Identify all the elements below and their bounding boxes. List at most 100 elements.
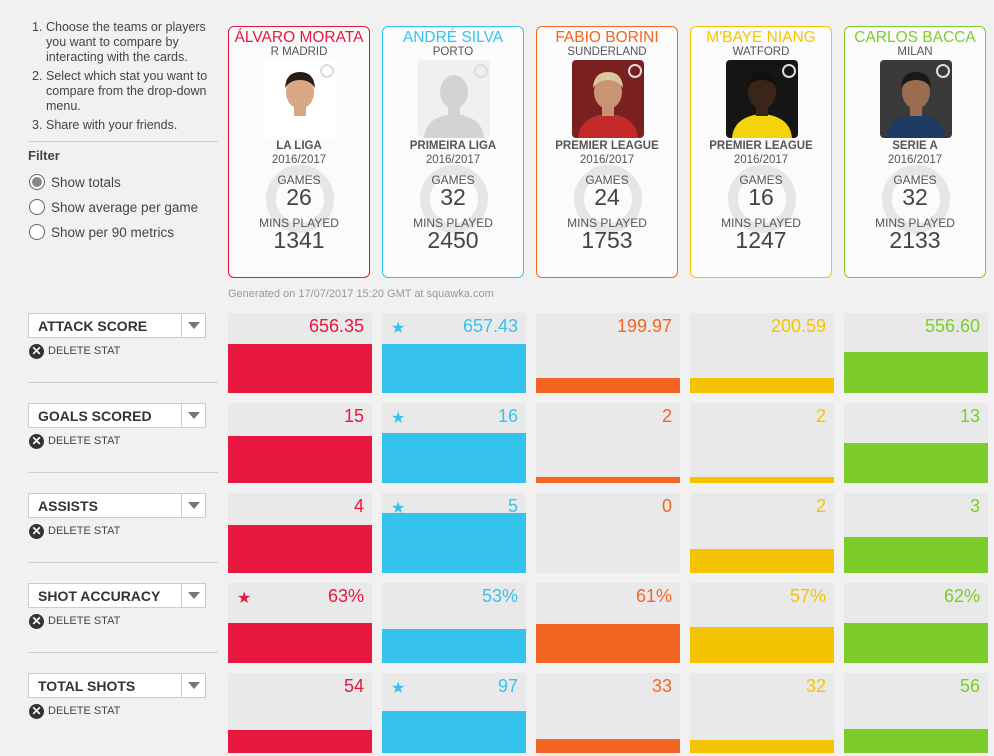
mins-label: MINS PLAYED <box>413 216 493 230</box>
dropdown-toggle[interactable] <box>181 674 205 697</box>
stat-bar <box>844 537 988 573</box>
dropdown-toggle[interactable] <box>181 584 205 607</box>
swap-icon[interactable] <box>628 64 642 78</box>
delete-stat-label: DELETE STAT <box>48 615 121 627</box>
divider <box>28 562 218 563</box>
swap-icon[interactable] <box>936 64 950 78</box>
close-icon: ✕ <box>29 343 44 359</box>
stat-bar <box>382 711 526 753</box>
radio-button[interactable] <box>29 224 45 240</box>
stat-bar <box>228 623 372 663</box>
stat-cell: 54 <box>228 673 372 753</box>
filter-option[interactable]: Show totals <box>29 173 121 191</box>
chevron-down-icon <box>187 322 200 329</box>
games-label: GAMES <box>277 173 321 187</box>
stat-bar <box>228 436 372 483</box>
stat-cell: 2 <box>690 493 834 573</box>
player-season: 2016/2017 <box>887 154 943 166</box>
stat-bar <box>844 623 988 663</box>
instruction-item: 3. Share with your friends. <box>28 118 218 133</box>
stat-value: 56 <box>959 676 980 696</box>
stat-bar <box>228 344 372 393</box>
player-card[interactable]: ÁLVARO MORATA R MADRID LA LIGA 2016/2017 GAM… <box>228 26 370 278</box>
stat-label: ATTACK SCORE <box>38 317 148 334</box>
delete-stat-label: DELETE STAT <box>48 345 121 357</box>
instruction-number: 1. <box>32 20 43 34</box>
games-value: 16 <box>748 184 774 210</box>
dropdown-toggle[interactable] <box>181 314 205 337</box>
close-icon: ✕ <box>29 703 44 719</box>
mins-value: 1341 <box>273 227 325 253</box>
stat-cell: 33 <box>536 673 680 753</box>
stat-label: TOTAL SHOTS <box>38 677 136 694</box>
player-name: CARLOS BACCA <box>854 29 976 46</box>
games-label: GAMES <box>431 173 475 187</box>
player-photo <box>880 60 952 138</box>
filter-option[interactable]: Show average per game <box>29 198 198 216</box>
player-card[interactable]: M'BAYE NIANG WATFORD PREMIER LEAGUE 2016/20… <box>690 26 832 278</box>
delete-stat-button[interactable]: ✕ DELETE STAT <box>29 703 120 719</box>
games-value: 32 <box>902 184 928 210</box>
stat-value: 33 <box>651 676 672 696</box>
stat-value: 0 <box>661 496 672 516</box>
swap-icon[interactable] <box>782 64 796 78</box>
stat-cell: 2 <box>536 403 680 483</box>
delete-stat-button[interactable]: ✕ DELETE STAT <box>29 343 120 359</box>
stat-bar <box>382 513 526 573</box>
stat-value: 16 <box>497 406 518 426</box>
dropdown-toggle[interactable] <box>181 494 205 517</box>
player-team: PORTO <box>432 46 474 58</box>
stat-dropdown[interactable]: GOALS SCORED <box>28 403 206 428</box>
swap-icon[interactable] <box>320 64 334 78</box>
dropdown-toggle[interactable] <box>181 404 205 427</box>
ring-decoration <box>266 165 334 233</box>
delete-stat-button[interactable]: ✕ DELETE STAT <box>29 523 120 539</box>
player-season: 2016/2017 <box>425 154 481 166</box>
instruction-text: Select which stat you want to compare fr… <box>46 69 208 113</box>
instruction-number: 2. <box>32 69 43 83</box>
stat-cell: 200.59 <box>690 313 834 393</box>
stat-cell: 57% <box>690 583 834 663</box>
delete-stat-button[interactable]: ✕ DELETE STAT <box>29 613 120 629</box>
player-league: PRIMEIRA LIGA <box>409 140 497 152</box>
stat-dropdown[interactable]: ATTACK SCORE <box>28 313 206 338</box>
stat-value: 5 <box>507 496 518 516</box>
player-card[interactable]: ANDRÉ SILVA PORTO PRIMEIRA LIGA 2016/2017 GA… <box>382 26 524 278</box>
stat-value: 63% <box>327 586 364 606</box>
chevron-down-icon <box>187 682 200 689</box>
player-photo <box>726 60 798 138</box>
star-icon: ★ <box>391 320 406 337</box>
divider <box>28 141 218 142</box>
stat-value: 4 <box>353 496 364 516</box>
stat-cell: 2 <box>690 403 834 483</box>
stat-bar <box>690 477 834 483</box>
stat-dropdown[interactable]: ASSISTS <box>28 493 206 518</box>
radio-button[interactable] <box>29 174 45 190</box>
stat-dropdown[interactable]: SHOT ACCURACY <box>28 583 206 608</box>
instruction-item: 1. Choose the teams or players you want t… <box>28 20 218 65</box>
mins-label: MINS PLAYED <box>875 216 955 230</box>
games-value: 24 <box>594 184 620 210</box>
filter-option[interactable]: Show per 90 metrics <box>29 223 174 241</box>
stat-cell: 4 <box>228 493 372 573</box>
player-card[interactable]: FABIO BORINI SUNDERLAND PREMIER LEAGUE 2016… <box>536 26 678 278</box>
stat-cell: 199.97 <box>536 313 680 393</box>
radio-button[interactable] <box>29 199 45 215</box>
stat-cell: 16 ★ <box>382 403 526 483</box>
chevron-down-icon <box>187 502 200 509</box>
filter-title: Filter <box>28 148 60 163</box>
delete-stat-button[interactable]: ✕ DELETE STAT <box>29 433 120 449</box>
mins-value: 1753 <box>581 227 633 253</box>
stat-dropdown[interactable]: TOTAL SHOTS <box>28 673 206 698</box>
swap-icon[interactable] <box>474 64 488 78</box>
stat-cell: 56 <box>844 673 988 753</box>
mins-value: 2133 <box>889 227 941 253</box>
stat-cell: 63% ★ <box>228 583 372 663</box>
stat-value: 200.59 <box>770 316 826 336</box>
player-card[interactable]: CARLOS BACCA MILAN SERIE A 2016/2017 GAMES 32… <box>844 26 986 278</box>
divider <box>28 652 218 653</box>
stat-value: 15 <box>343 406 364 426</box>
stat-label: ASSISTS <box>38 497 98 514</box>
stat-bar <box>690 549 834 573</box>
stat-value: 54 <box>343 676 364 696</box>
